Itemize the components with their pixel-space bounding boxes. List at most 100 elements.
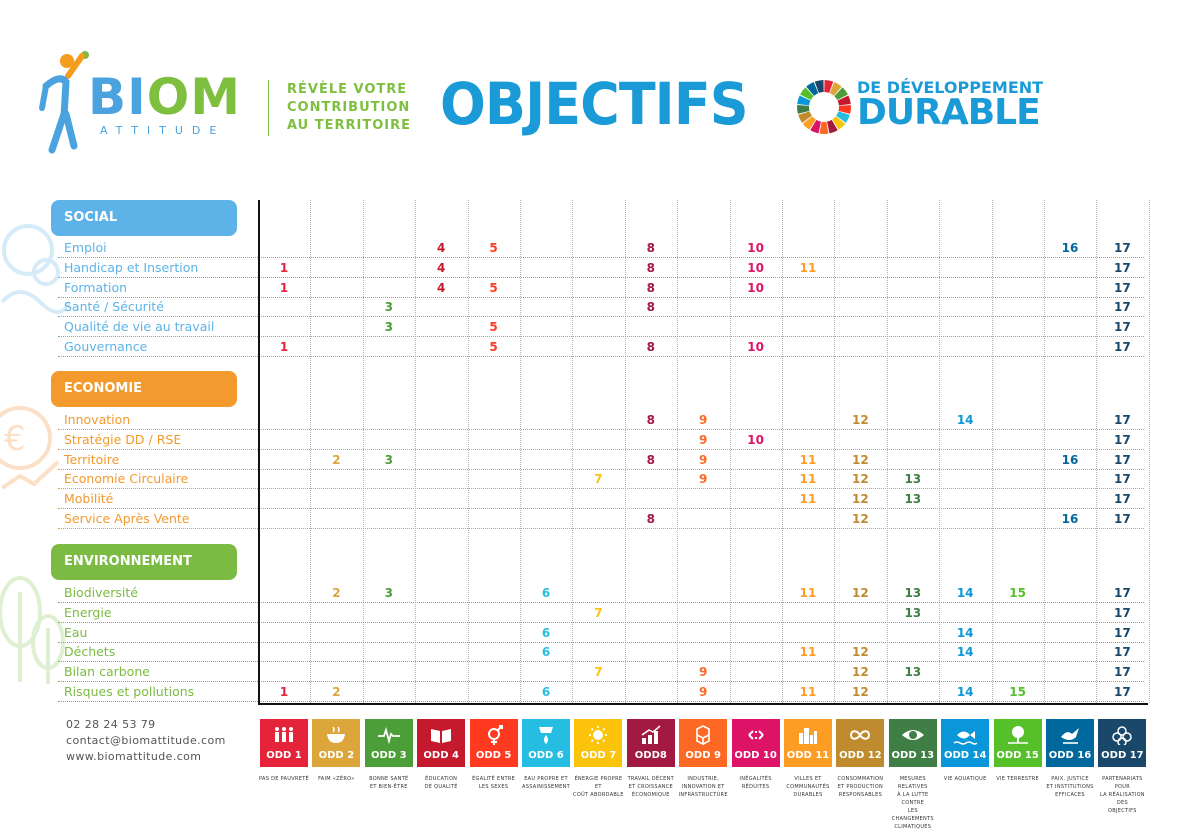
- odd-tile-15[interactable]: ODD 15: [993, 719, 1042, 767]
- odd-tile-label: ODD 17: [1101, 750, 1144, 761]
- odd-caption-line: DURABLES: [793, 792, 823, 798]
- row-label: Gouvernance: [64, 339, 148, 354]
- row-divider: [58, 681, 1144, 683]
- page-title: OBJECTIFS: [440, 70, 749, 138]
- column-separator: [677, 200, 679, 703]
- row-divider: [58, 257, 1144, 258]
- odd-tile-13[interactable]: ODD 13: [888, 719, 937, 767]
- odd-tile-label: ODD 9: [685, 750, 721, 761]
- cubes-icon: [696, 725, 710, 745]
- odd-tile-14[interactable]: ODD 14: [941, 719, 990, 767]
- odd-caption-line: DE QUALITÉ: [424, 784, 458, 790]
- row-label: Formation: [64, 279, 128, 295]
- contact-website[interactable]: www.biomattitude.com: [66, 750, 202, 763]
- odd-tile-label: ODD 10: [734, 750, 777, 761]
- odd-cell-17: 17: [1114, 241, 1131, 255]
- odd-tile-8[interactable]: ODD8: [626, 719, 675, 767]
- odd-caption-line: ET INSTITUTIONS: [1046, 784, 1094, 790]
- odd-tile-11[interactable]: ODD 11: [784, 719, 832, 767]
- odd-tile-7[interactable]: ODD 7: [574, 719, 623, 767]
- odd-caption-11: VILLES ET COMMUNAUTÉS DURABLES: [781, 775, 835, 799]
- odd-tile-2[interactable]: ODD 2: [312, 719, 361, 767]
- title-subtitle-2: DURABLE: [857, 92, 1041, 133]
- odd-tile-4[interactable]: ODD 4: [417, 719, 466, 767]
- odd-caption-line: CONSOMMATION: [837, 776, 884, 782]
- odd-cell-17: 17: [1114, 340, 1131, 354]
- odd-cell-17: 17: [1114, 685, 1131, 699]
- odd-cell-6: 6: [541, 586, 551, 600]
- odd-cell-8: 8: [646, 260, 655, 275]
- euro-deco-icon: €: [0, 406, 60, 490]
- logo-subtext: ATTITUDE: [100, 124, 226, 137]
- column-separator: [362, 200, 364, 703]
- odd-cell-17: 17: [1114, 432, 1131, 447]
- odd-cell-12: 12: [852, 685, 869, 699]
- wheel-segment: [800, 87, 814, 101]
- odd-cell-9: 9: [699, 472, 708, 487]
- odd-tile-6[interactable]: ODD 6: [522, 719, 570, 767]
- sdg-wheel-icon: [797, 80, 851, 134]
- odd-tile-5[interactable]: ODD 5: [469, 719, 518, 767]
- odd-cell-7: 7: [594, 605, 603, 620]
- odd-caption-line: VIE AQUATIQUE: [943, 776, 987, 782]
- odd-cell-9: 9: [699, 665, 708, 680]
- row-divider: [58, 488, 1144, 490]
- contact-email[interactable]: contact@biomattitude.com: [66, 734, 226, 747]
- row-label: Biodiversité: [64, 585, 138, 600]
- odd-cell-6: 6: [541, 645, 551, 660]
- gender-icon: [487, 725, 503, 745]
- wheel-segment: [836, 111, 850, 123]
- row-label: Qualité de vie au travail: [64, 319, 215, 335]
- odd-caption-line: COÛT ABORDABLE: [573, 792, 624, 798]
- odd-caption-line: CLIMATIQUES: [894, 824, 932, 830]
- odd-cell-17: 17: [1114, 665, 1131, 680]
- odd-cell-14: 14: [956, 645, 974, 660]
- column-separator: [310, 200, 312, 703]
- odd-cell-14: 14: [956, 413, 974, 427]
- odd-cell-12: 12: [852, 492, 869, 507]
- odd-tile-label: ODD 12: [839, 750, 882, 761]
- odd-tile-17[interactable]: ODD 17: [1098, 719, 1147, 767]
- wheel-segment: [806, 82, 819, 96]
- odd-tile-9[interactable]: ODD 9: [679, 719, 728, 767]
- title-subtitle-1: DE DÉVELOPPEMENT: [857, 78, 1044, 97]
- odd-caption-10: INÉGALITÉS RÉDUITES: [729, 775, 783, 791]
- odd-tile-label: ODD 6: [528, 750, 564, 761]
- odd-caption-line: ÉCONOMIQUE: [631, 792, 670, 798]
- odd-cell-11: 11: [799, 685, 817, 699]
- wheel-segment: [798, 111, 812, 123]
- odd-cell-12: 12: [852, 645, 869, 660]
- odd-tile-10[interactable]: ODD 10: [731, 719, 780, 767]
- row-divider: [58, 508, 1144, 510]
- odd-tile-1[interactable]: ODD 1: [260, 719, 308, 767]
- odd-cell-8: 8: [646, 452, 655, 467]
- odd-cell-13: 13: [904, 665, 922, 680]
- odd-cell-13: 13: [904, 492, 922, 507]
- column-separator: [467, 200, 469, 703]
- odd-cell-10: 10: [747, 241, 764, 255]
- row-label: Stratégie DD / RSE: [64, 431, 182, 447]
- odd-caption-line: LES SEXES: [478, 784, 509, 790]
- odd-cell-1: 1: [279, 280, 289, 295]
- odd-caption-line: ET BIEN-ÊTRE: [369, 784, 408, 790]
- odd-tile-3[interactable]: ODD 3: [364, 719, 413, 767]
- odd-cell-17: 17: [1114, 320, 1131, 335]
- odd-cell-9: 9: [699, 685, 708, 699]
- row-divider: [58, 641, 1144, 643]
- odd-caption-line: EFFICACES: [1055, 792, 1085, 798]
- row-label: Eau: [64, 624, 88, 640]
- odd-cell-13: 13: [904, 586, 922, 600]
- odd-cell-2: 2: [332, 685, 341, 699]
- odd-caption-line: MESURES RELATIVES: [898, 776, 928, 790]
- odd-caption-5: ÉGALITÉ ENTRE LES SEXES: [467, 775, 521, 791]
- odd-cell-2: 2: [332, 452, 341, 467]
- odd-caption-13: MESURES RELATIVES À LA LUTTE CONTRE LES CH…: [886, 775, 940, 831]
- wheel-segment: [837, 95, 851, 106]
- odd-tile-label: ODD 11: [786, 750, 830, 761]
- odd-cell-17: 17: [1114, 645, 1131, 660]
- row-divider: [58, 296, 1144, 298]
- odd-cell-4: 4: [437, 260, 446, 275]
- odd-tile-12[interactable]: ODD 12: [836, 719, 885, 767]
- column-separator: [1096, 200, 1098, 703]
- odd-tile-16[interactable]: ODD 16: [1046, 719, 1094, 767]
